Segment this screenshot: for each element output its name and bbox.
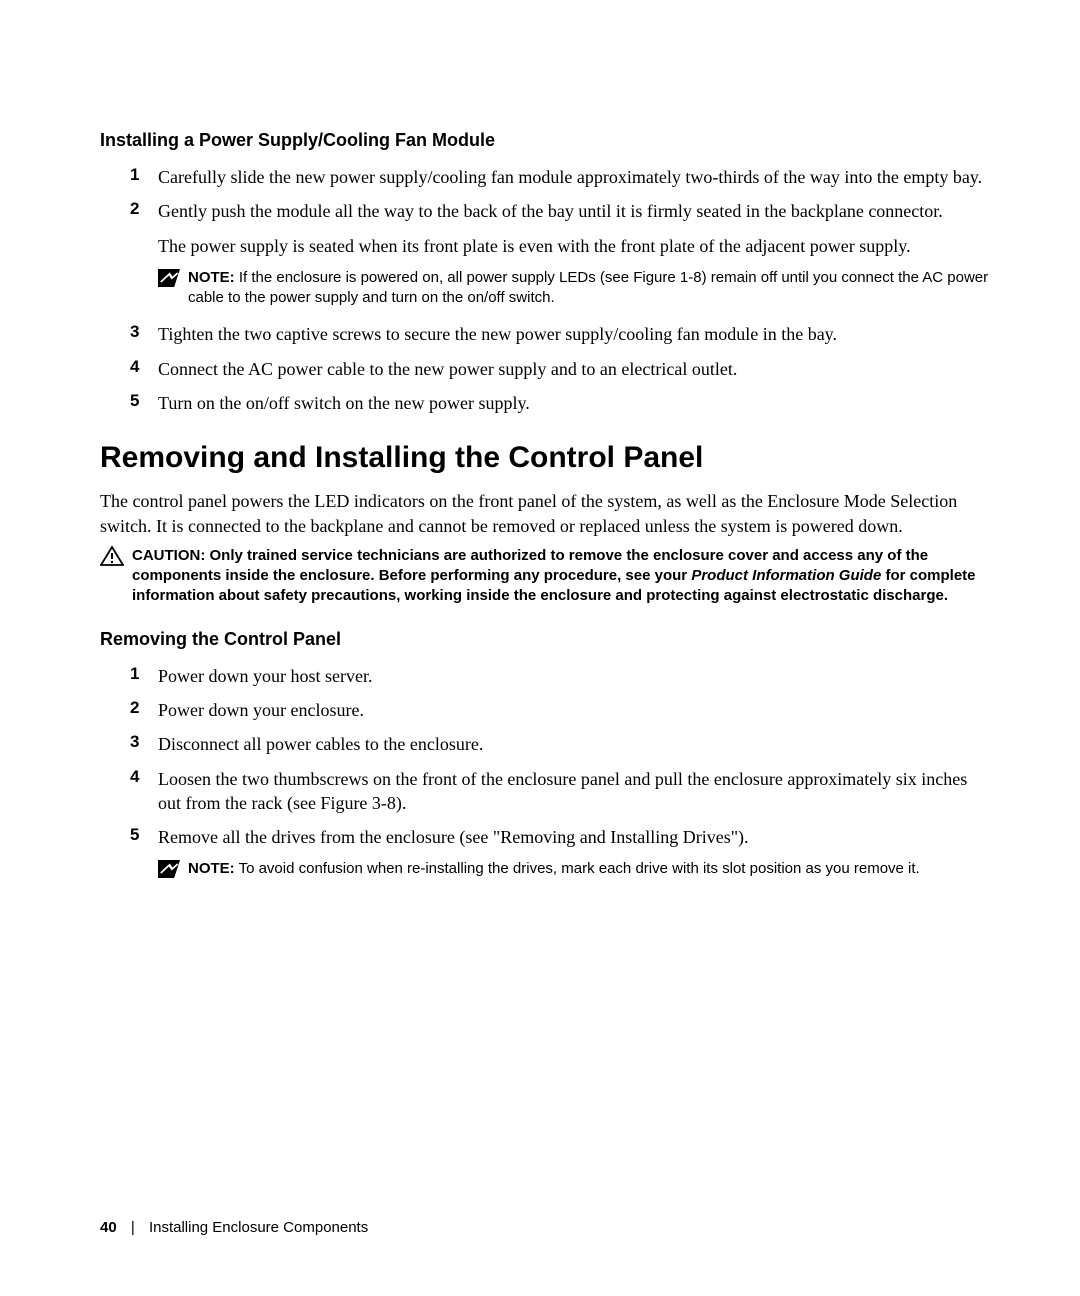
note-label: NOTE: bbox=[188, 269, 235, 286]
list-para: Carefully slide the new power supply/coo… bbox=[158, 165, 990, 189]
list-number: 3 bbox=[130, 732, 158, 756]
list-para: Power down your host server. bbox=[158, 664, 990, 688]
caution-italic: Product Information Guide bbox=[691, 567, 881, 584]
note-block: NOTE: To avoid confusion when re-install… bbox=[158, 859, 990, 879]
chapter-title: Installing Enclosure Components bbox=[149, 1219, 368, 1236]
list-para: Tighten the two captive screws to secure… bbox=[158, 322, 990, 346]
list-para: Connect the AC power cable to the new po… bbox=[158, 357, 990, 381]
list-body: Power down your host server. bbox=[158, 664, 990, 688]
list-number: 2 bbox=[130, 698, 158, 722]
caution-icon bbox=[100, 546, 124, 566]
list-para: Remove all the drives from the enclosure… bbox=[158, 825, 990, 849]
list-item: 3 Tighten the two captive screws to secu… bbox=[130, 322, 990, 346]
list-item: 5 Remove all the drives from the enclosu… bbox=[130, 825, 990, 884]
note-icon bbox=[158, 860, 180, 878]
note-text: NOTE: To avoid confusion when re-install… bbox=[188, 859, 990, 879]
heading-removing-installing-control-panel: Removing and Installing the Control Pane… bbox=[100, 441, 990, 475]
list-body: Carefully slide the new power supply/coo… bbox=[158, 165, 990, 189]
list-para: Turn on the on/off switch on the new pow… bbox=[158, 391, 990, 415]
note-icon bbox=[158, 269, 180, 287]
caution-block: CAUTION: Only trained service technician… bbox=[100, 546, 990, 607]
list-number: 3 bbox=[130, 322, 158, 346]
list-item: 4 Connect the AC power cable to the new … bbox=[130, 357, 990, 381]
list-number: 4 bbox=[130, 357, 158, 381]
note-body: If the enclosure is powered on, all powe… bbox=[188, 269, 988, 306]
list-para: Power down your enclosure. bbox=[158, 698, 990, 722]
ordered-list-installing: 1 Carefully slide the new power supply/c… bbox=[130, 165, 990, 415]
note-text: NOTE: If the enclosure is powered on, al… bbox=[188, 268, 990, 309]
list-number: 5 bbox=[130, 391, 158, 415]
list-body: Gently push the module all the way to th… bbox=[158, 199, 990, 312]
list-item: 1 Carefully slide the new power supply/c… bbox=[130, 165, 990, 189]
heading-installing-module: Installing a Power Supply/Cooling Fan Mo… bbox=[100, 130, 990, 151]
list-body: Connect the AC power cable to the new po… bbox=[158, 357, 990, 381]
note-block: NOTE: If the enclosure is powered on, al… bbox=[158, 268, 990, 309]
intro-paragraph: The control panel powers the LED indicat… bbox=[100, 489, 990, 538]
page-number: 40 bbox=[100, 1219, 117, 1236]
list-body: Turn on the on/off switch on the new pow… bbox=[158, 391, 990, 415]
list-item: 2 Power down your enclosure. bbox=[130, 698, 990, 722]
list-para: Loosen the two thumbscrews on the front … bbox=[158, 767, 990, 816]
list-number: 2 bbox=[130, 199, 158, 312]
ordered-list-removing: 1 Power down your host server. 2 Power d… bbox=[130, 664, 990, 884]
list-body: Tighten the two captive screws to secure… bbox=[158, 322, 990, 346]
heading-removing-control-panel: Removing the Control Panel bbox=[100, 629, 990, 650]
caution-text: CAUTION: Only trained service technician… bbox=[132, 546, 990, 607]
list-number: 4 bbox=[130, 767, 158, 816]
caution-label: CAUTION: bbox=[132, 547, 210, 564]
page-footer: 40 | Installing Enclosure Components bbox=[100, 1219, 368, 1236]
list-number: 5 bbox=[130, 825, 158, 884]
list-para: Gently push the module all the way to th… bbox=[158, 199, 990, 223]
list-body: Remove all the drives from the enclosure… bbox=[158, 825, 990, 884]
list-item: 3 Disconnect all power cables to the enc… bbox=[130, 732, 990, 756]
list-number: 1 bbox=[130, 165, 158, 189]
list-body: Disconnect all power cables to the enclo… bbox=[158, 732, 990, 756]
note-label: NOTE: bbox=[188, 860, 235, 877]
list-item: 5 Turn on the on/off switch on the new p… bbox=[130, 391, 990, 415]
list-body: Loosen the two thumbscrews on the front … bbox=[158, 767, 990, 816]
footer-separator: | bbox=[131, 1219, 135, 1236]
list-number: 1 bbox=[130, 664, 158, 688]
note-body: To avoid confusion when re-installing th… bbox=[235, 860, 920, 877]
list-body: Power down your enclosure. bbox=[158, 698, 990, 722]
list-para: The power supply is seated when its fron… bbox=[158, 234, 990, 258]
list-item: 1 Power down your host server. bbox=[130, 664, 990, 688]
list-item: 2 Gently push the module all the way to … bbox=[130, 199, 990, 312]
list-para: Disconnect all power cables to the enclo… bbox=[158, 732, 990, 756]
list-item: 4 Loosen the two thumbscrews on the fron… bbox=[130, 767, 990, 816]
